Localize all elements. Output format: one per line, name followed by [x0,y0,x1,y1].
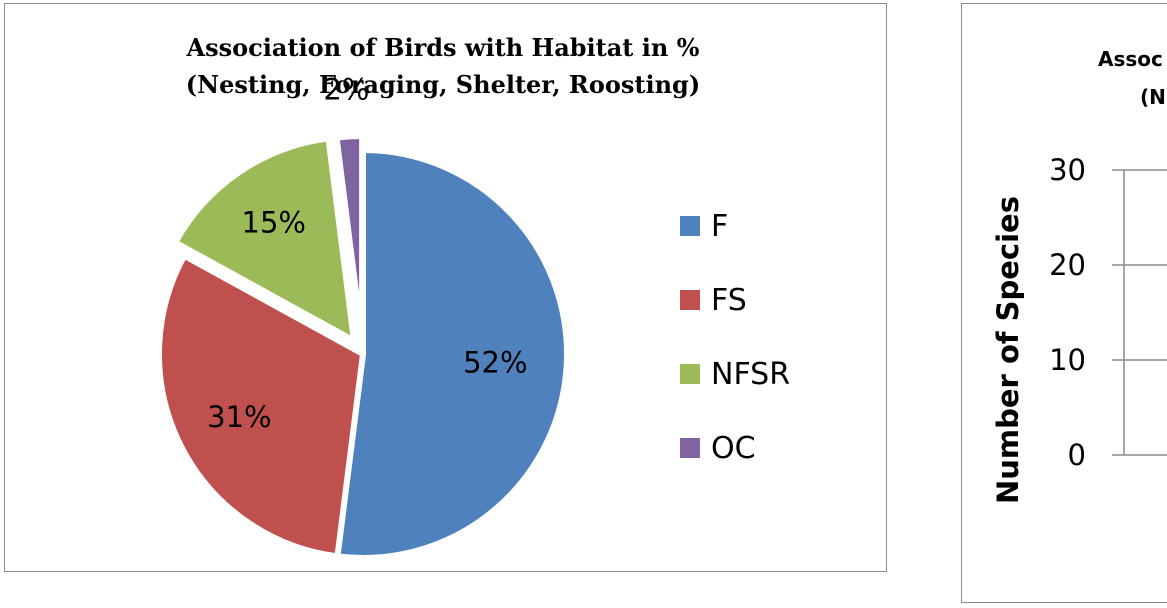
y-tick-label-0: 0 [1068,438,1086,472]
gridlines [1112,169,1167,456]
y-tick-label-10: 10 [1049,343,1086,377]
legend-label-oc: OC [711,431,756,466]
pie-slice-fs [156,252,366,560]
data-label-f: 52% [463,345,527,379]
data-label-nfsr: 15% [242,206,306,240]
legend-label-fs: FS [711,283,747,318]
legend-label-f: F [711,209,728,244]
y-tick-label-30: 30 [1049,153,1086,187]
bar-chart: Assoc (N Number of Species 0 10 20 30 [991,47,1167,504]
y-tick-label-20: 20 [1049,248,1086,282]
pie-chart: Association of Birds with Habitat in % (… [156,33,790,561]
legend-swatch-fs [680,290,700,310]
pie-slice-oc [333,133,366,344]
bar-chart-panel: Assoc (N Number of Species 0 10 20 30 [961,3,1167,603]
y-axis-title: Number of Species [991,196,1025,504]
data-label-oc: 2% [323,73,369,107]
pie-chart-panel: Association of Birds with Habitat in % (… [4,3,887,572]
data-label-fs: 31% [207,400,271,434]
y-tick-labels: 0 10 20 30 [1049,153,1086,472]
pie-slices [156,133,571,561]
legend-label-nfsr: NFSR [711,357,790,392]
pie-chart-title: Association of Birds with Habitat in % [186,33,700,62]
legend: F FS NFSR OC [680,209,790,466]
bar-chart-title: Assoc [1098,47,1163,71]
pie-data-labels: 52% 31% 15% 2% [207,73,527,434]
pie-slice-nfsr [172,135,358,344]
legend-swatch-f [680,216,700,236]
pie-slice-f [334,147,571,561]
pie-chart-subtitle: (Nesting, Foraging, Shelter, Roosting) [186,70,700,99]
legend-swatch-oc [680,438,700,458]
legend-swatch-nfsr [680,364,700,384]
bar-chart-subtitle: (N [1140,85,1166,109]
